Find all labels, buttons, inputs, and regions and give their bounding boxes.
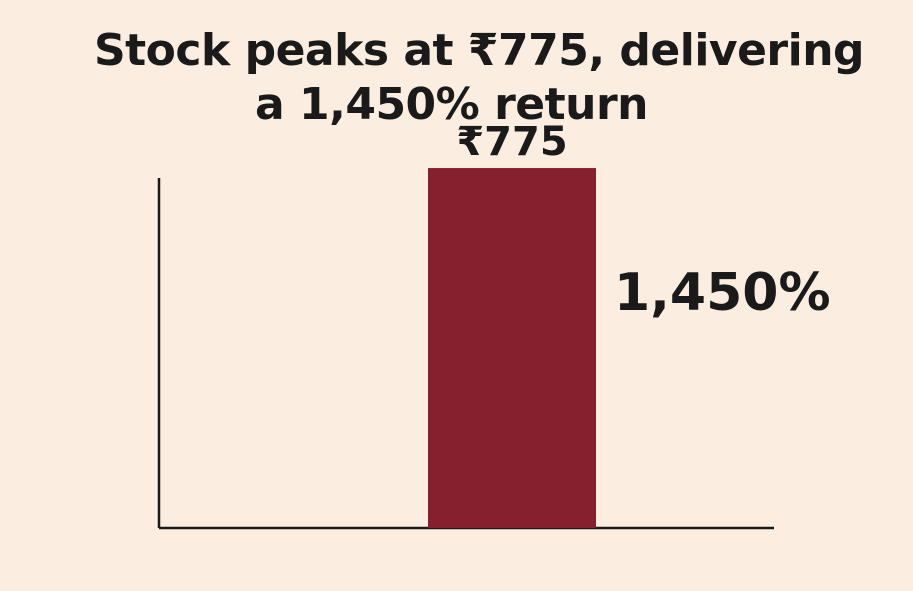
return-percentage-annotation: 1,450% bbox=[614, 263, 831, 323]
labels-group: ₹775 1,450% bbox=[456, 119, 830, 323]
chart-title-line-2: a 1,450% return bbox=[254, 79, 649, 130]
bars-group bbox=[428, 168, 596, 529]
bar-value-label: ₹775 bbox=[456, 119, 567, 165]
bar-0 bbox=[428, 168, 596, 529]
chart-title: Stock peaks at ₹775, delivering a 1,450%… bbox=[0, 24, 913, 132]
chart-title-line-1: Stock peaks at ₹775, delivering bbox=[93, 25, 865, 76]
